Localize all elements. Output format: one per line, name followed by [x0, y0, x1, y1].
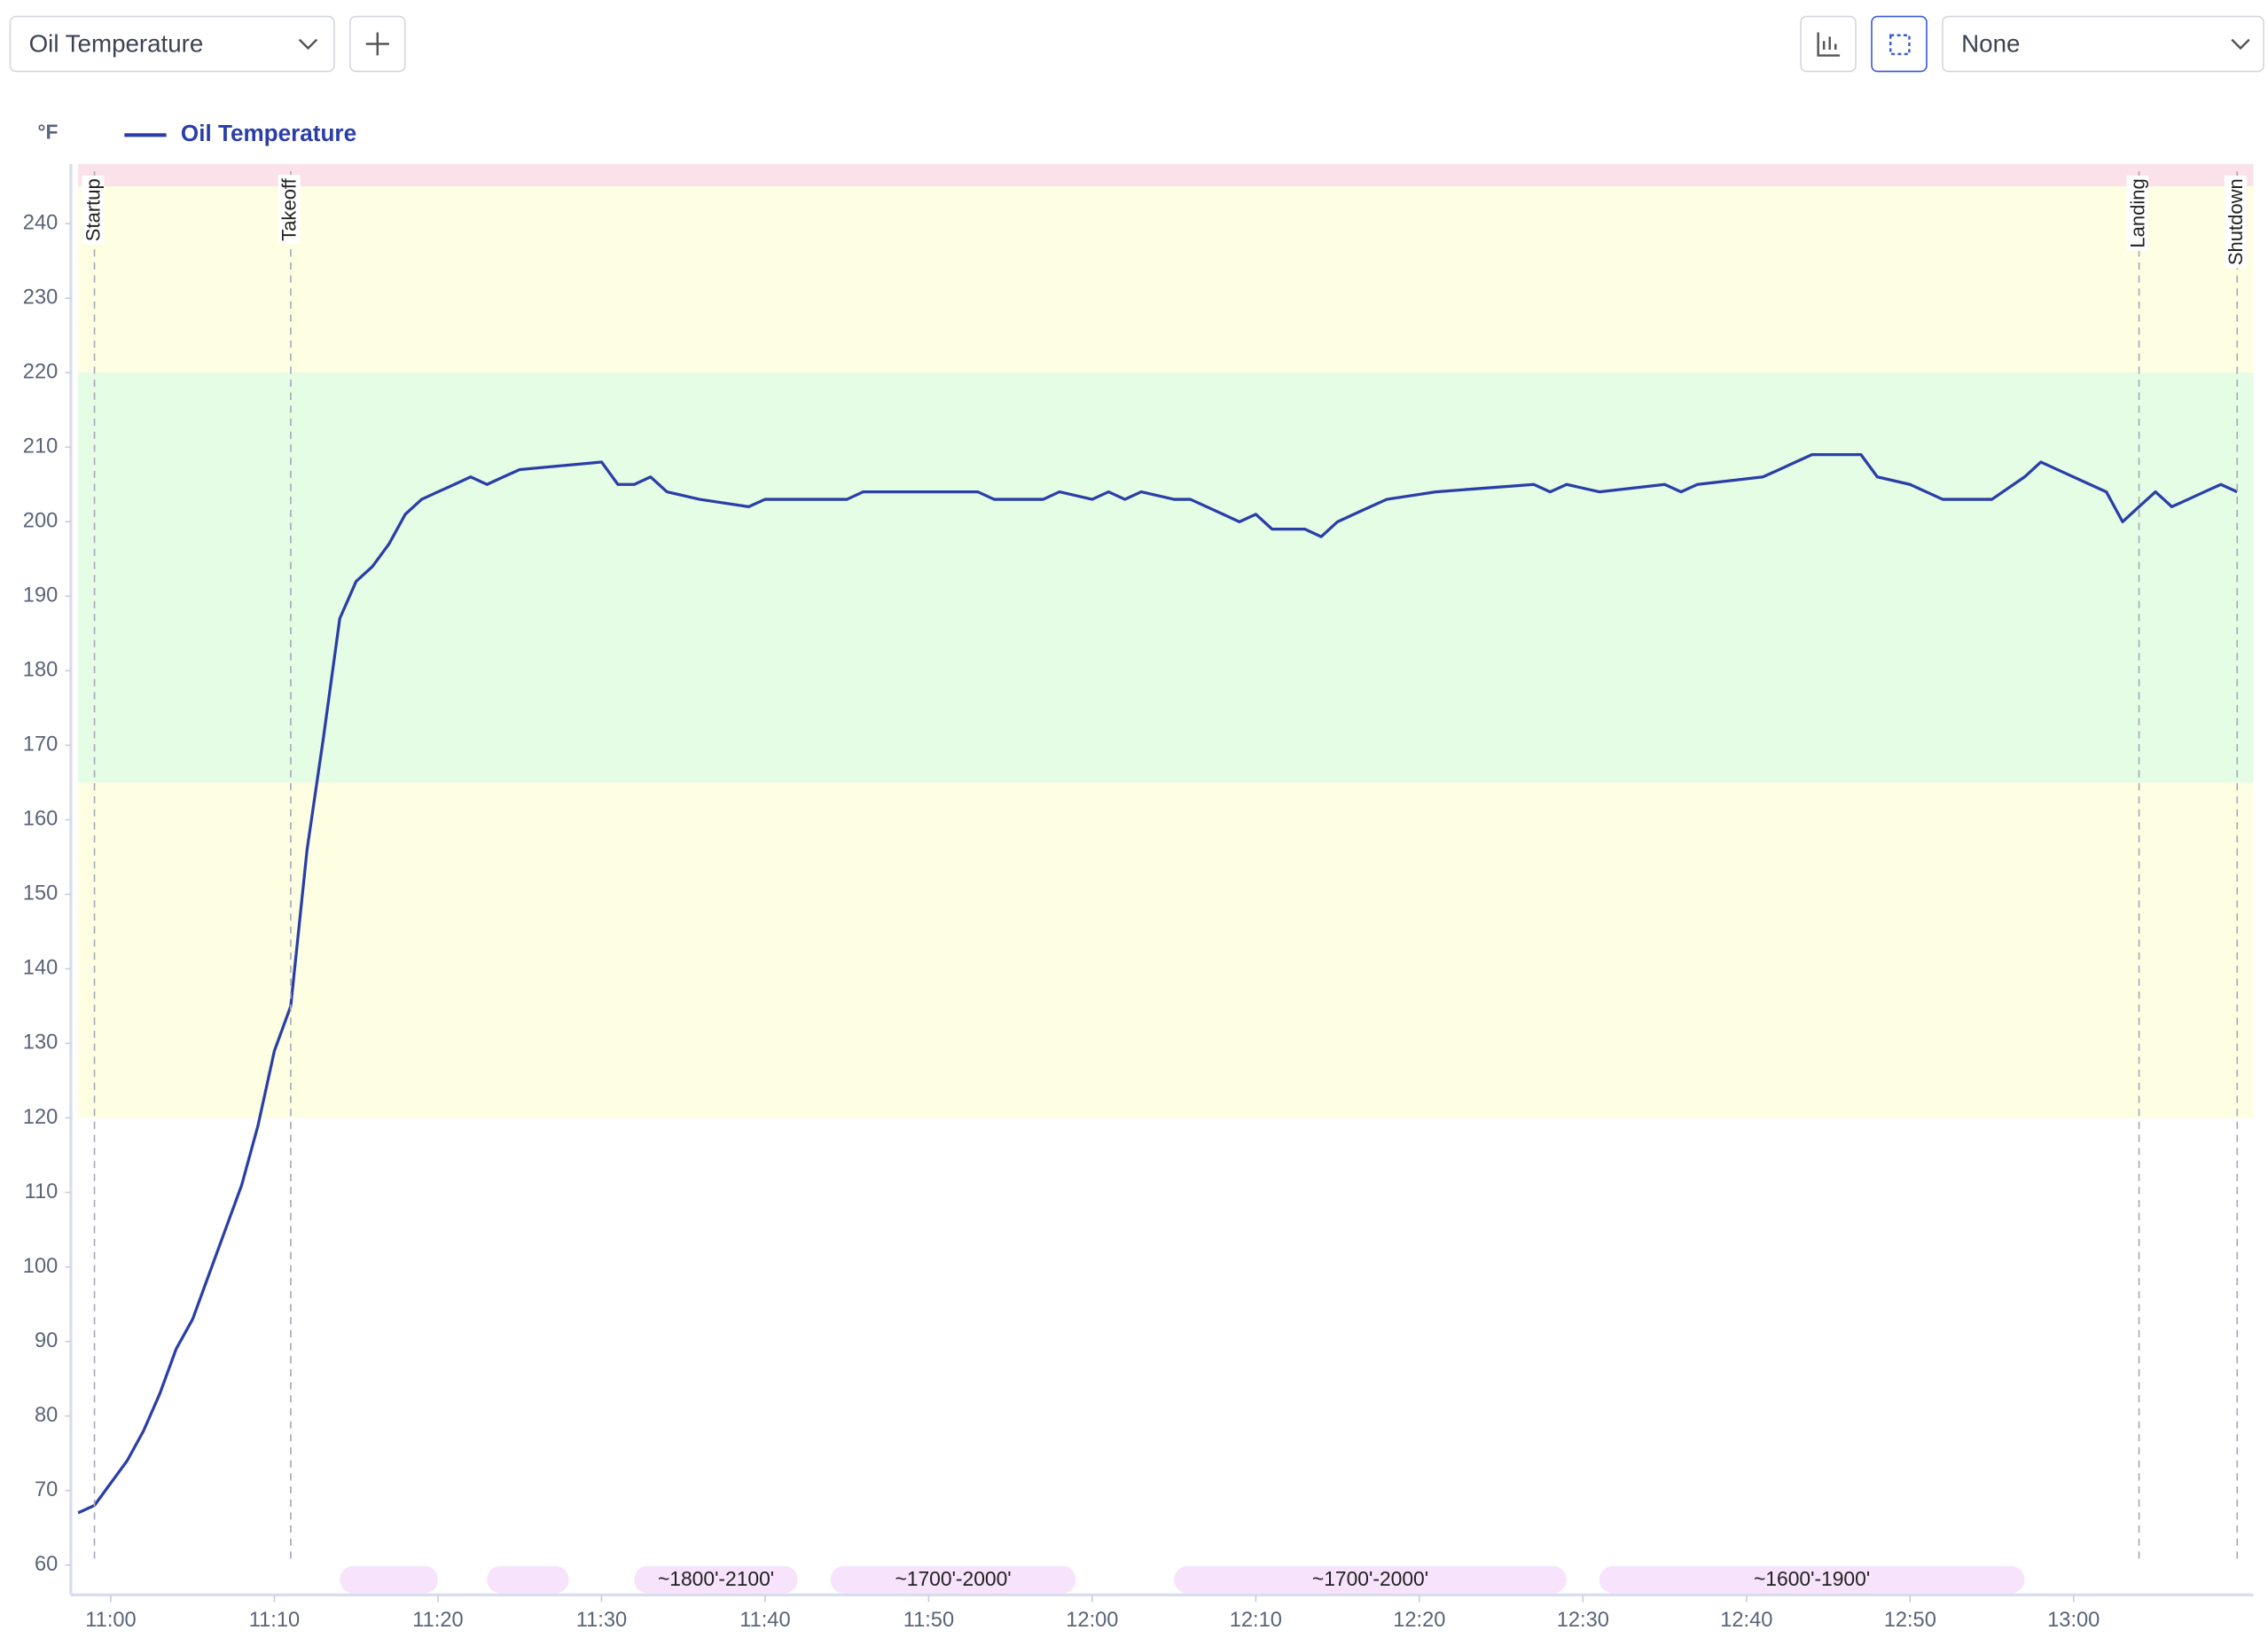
altitude-label: ~1700'-2000': [895, 1567, 1011, 1590]
y-tick-label: 180: [23, 659, 58, 682]
y-tick-label: 60: [35, 1553, 58, 1576]
threshold-band: [78, 372, 2254, 783]
x-tick-label: 12:40: [1720, 1609, 1772, 1632]
annotation-label: Landing: [2126, 178, 2148, 247]
x-tick-label: 13:00: [2047, 1609, 2100, 1632]
y-tick-label: 170: [23, 733, 58, 756]
threshold-band: [78, 186, 2254, 373]
threshold-band: [78, 782, 2254, 1118]
chart-type-button[interactable]: [1800, 15, 1857, 73]
annotation-label: Shutdown: [2225, 178, 2247, 265]
annotation-label: Startup: [82, 178, 104, 241]
line: [77, 453, 2238, 1515]
x-tick-label: 12:00: [1066, 1609, 1118, 1632]
x-tick-label: 12:30: [1557, 1609, 1609, 1632]
chevron: [2231, 38, 2250, 51]
y-tick-label: 200: [23, 510, 58, 533]
series-line: [77, 453, 2238, 1515]
group-select-text: None: [1961, 29, 2020, 57]
annotation-bg: [2126, 175, 2149, 251]
select-button[interactable]: [1871, 15, 1928, 73]
altitude-segment: [340, 1565, 438, 1594]
y-unit: °F: [37, 121, 58, 144]
y-tick-label: 110: [25, 1180, 59, 1203]
x-tick-label: 11:40: [739, 1609, 790, 1632]
plus-icon: [365, 32, 389, 56]
x-tick-label: 12:20: [1393, 1609, 1445, 1632]
annotation-bg: [278, 175, 301, 245]
x-tick-label: 11:50: [903, 1609, 954, 1632]
y-tick-label: 90: [35, 1329, 58, 1352]
y-tick-label: 80: [35, 1404, 58, 1427]
x-tick-label: 12:50: [1884, 1609, 1936, 1632]
y-tick-label: 160: [23, 808, 58, 831]
y-tick-label: 230: [23, 286, 58, 309]
annotation-bg: [82, 175, 105, 245]
altitude-label: ~1700'-2000': [1312, 1567, 1428, 1590]
y-tick-label: 220: [23, 360, 58, 383]
legend-label: Oil Temperature: [181, 120, 356, 146]
altitude-label: ~1600'-1900': [1754, 1567, 1870, 1590]
threshold-band: [78, 163, 2254, 187]
x-tick-label: 11:10: [249, 1609, 300, 1632]
x-tick-label: 11:00: [85, 1609, 136, 1632]
chevron: [298, 38, 318, 51]
altitude-label: ~1800'-2100': [658, 1567, 774, 1590]
y-tick-label: 240: [23, 211, 58, 234]
y-tick-label: 70: [35, 1478, 58, 1501]
metric-select-text: Oil Temperature: [29, 29, 204, 57]
altitude-segment: [1174, 1565, 1567, 1594]
annotation-bg: [2225, 175, 2248, 269]
annotation-label: Takeoff: [278, 177, 301, 240]
y-tick-label: 190: [23, 584, 58, 607]
group-select[interactable]: [1942, 15, 2264, 73]
metric-select[interactable]: [9, 15, 335, 73]
y-tick-label: 140: [23, 957, 58, 980]
y-tick-label: 130: [23, 1031, 58, 1054]
altitude-segment: [487, 1565, 569, 1594]
y-tick-label: 120: [23, 1106, 58, 1129]
x-tick-label: 11:30: [576, 1609, 627, 1632]
x-tick-label: 12:10: [1230, 1609, 1282, 1632]
x-tick-label: 11:20: [412, 1609, 463, 1632]
altitude-segment: [1599, 1565, 2025, 1594]
y-tick-label: 150: [23, 882, 58, 905]
y-tick-label: 100: [23, 1255, 58, 1278]
bars-icon: [1817, 32, 1841, 57]
select-icon: [1889, 34, 1911, 56]
altitude-segment: [830, 1565, 1076, 1594]
y-tick-label: 210: [23, 435, 58, 458]
altitude-segment: [634, 1565, 798, 1594]
